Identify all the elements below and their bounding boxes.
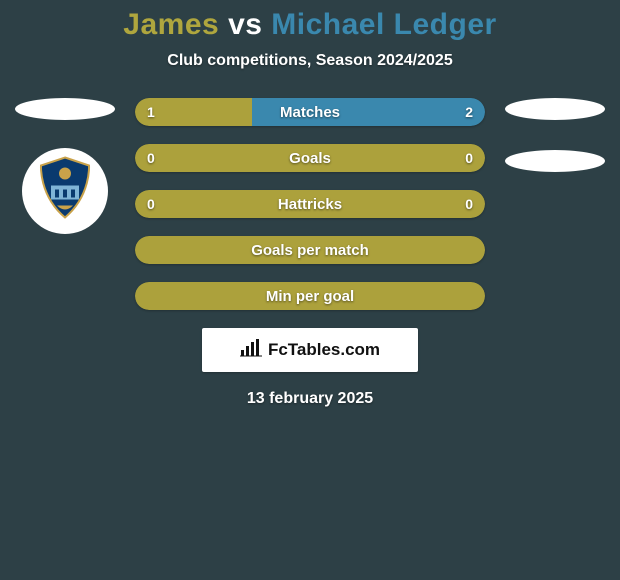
bar-label: Matches [135,98,485,126]
branding-text: FcTables.com [268,340,380,360]
page-title: James vs Michael Ledger [0,0,620,42]
shield-icon [35,156,95,227]
branding-box: FcTables.com [202,328,418,372]
player-left-name: James [123,8,219,41]
stat-bar: 00Goals [135,144,485,172]
left-player-column [10,98,120,234]
team-badge-left [22,148,108,234]
bars-icon [240,339,262,362]
bar-label: Goals [135,144,485,172]
bar-label: Min per goal [135,282,485,310]
vs-separator: vs [228,8,262,41]
comparison-bars: 12Matches 00Goals 00Hattricks Goals per mat… [135,98,485,310]
player-name-placeholder-left [15,98,115,120]
player-name-placeholder-right-1 [505,98,605,120]
comparison-infographic: James vs Michael Ledger Club competition… [0,0,620,580]
player-right-name: Michael Ledger [271,8,496,41]
date-label: 13 february 2025 [0,390,620,408]
stat-bar: 12Matches [135,98,485,126]
bar-label: Goals per match [135,236,485,264]
stat-bar: Goals per match [135,236,485,264]
right-player-column [500,98,610,172]
subtitle: Club competitions, Season 2024/2025 [0,52,620,70]
comparison-body: 12Matches 00Goals 00Hattricks Goals per mat… [0,98,620,408]
stat-bar: Min per goal [135,282,485,310]
player-name-placeholder-right-2 [505,150,605,172]
stat-bar: 00Hattricks [135,190,485,218]
bar-label: Hattricks [135,190,485,218]
